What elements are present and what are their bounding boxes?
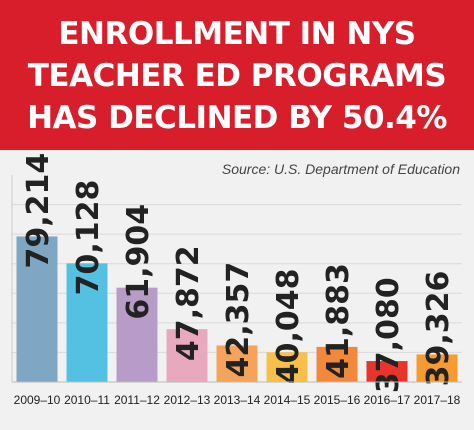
x-tick-label: 2016–17: [364, 393, 411, 407]
bar: [416, 354, 458, 382]
bar: [16, 236, 58, 382]
x-tick-label: 2011–12: [114, 393, 160, 407]
value-label: 41,883: [321, 263, 356, 379]
bar: [66, 263, 108, 382]
x-tick-label: 2010–11: [64, 393, 110, 407]
bar: [266, 352, 308, 382]
x-tick-label: 2012–13: [164, 393, 211, 407]
bar: [316, 346, 358, 382]
value-label: 42,357: [221, 262, 256, 378]
title-banner: ENROLLMENT IN NYS TEACHER ED PROGRAMS HA…: [0, 0, 474, 150]
x-tick-label: 2009–10: [14, 393, 61, 407]
source-note: Source: U.S. Department of Education: [221, 161, 460, 177]
value-label: 70,128: [71, 180, 106, 296]
value-label: 40,048: [271, 269, 306, 385]
title-line-1: ENROLLMENT IN NYS: [58, 16, 416, 52]
bar: [366, 361, 408, 382]
bar: [116, 287, 158, 382]
bar: [166, 329, 208, 382]
title-line-3: HAS DECLINED BY 50.4%: [27, 100, 447, 136]
x-tick-label: 2013–14: [214, 393, 261, 407]
x-tick-label: 2015–16: [314, 393, 361, 407]
value-label: 37,080: [371, 277, 406, 393]
value-label: 39,326: [421, 271, 456, 387]
bar: [216, 345, 258, 382]
value-label: 79,214: [21, 153, 56, 269]
x-tick-label: 2014–15: [264, 393, 311, 407]
value-label: 47,872: [171, 245, 206, 361]
title-line-2: TEACHER ED PROGRAMS: [27, 58, 447, 94]
value-label: 61,904: [121, 204, 156, 320]
x-tick-label: 2017–18: [414, 393, 461, 407]
